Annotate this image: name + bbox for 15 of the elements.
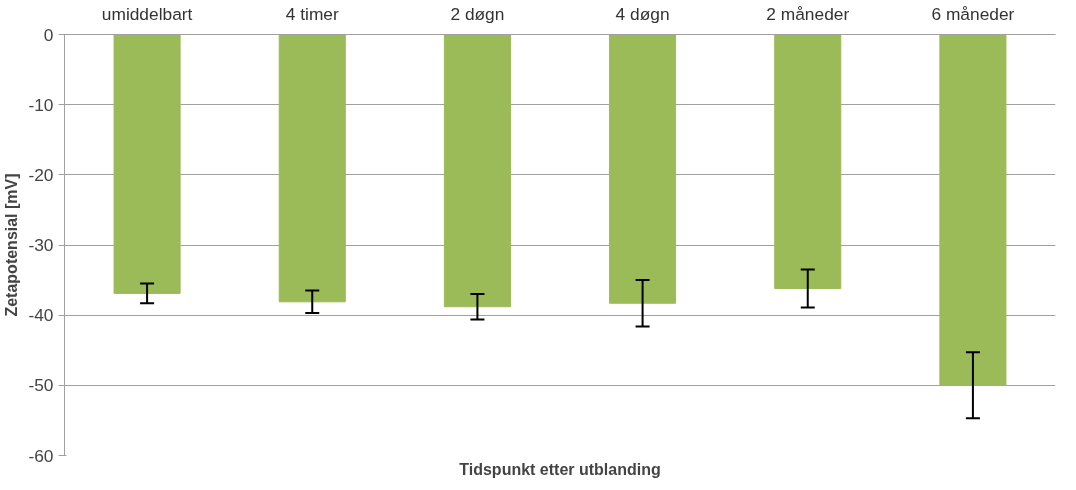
x-tick-label: umiddelbart xyxy=(101,3,193,24)
y-tick-label: -50 xyxy=(28,375,54,396)
x-tick-label: 2 døgn xyxy=(450,3,505,24)
y-tick-label: -60 xyxy=(28,445,54,466)
x-tick-label: 2 måneder xyxy=(766,3,850,24)
y-tick-label: 0 xyxy=(43,24,54,45)
x-tick-label: 6 måneder xyxy=(931,3,1015,24)
x-tick-label: 4 timer xyxy=(285,3,339,24)
y-tick-label: -10 xyxy=(28,94,54,115)
y-tick-label: -30 xyxy=(28,235,54,255)
x-tick-label: 4 døgn xyxy=(615,3,670,24)
x-axis-title: Tidspunkt etter utblanding xyxy=(459,460,661,478)
y-tick-label: -40 xyxy=(28,305,54,326)
y-tick-label: -20 xyxy=(28,164,54,185)
y-axis-title: Zetapotensial [mV] xyxy=(3,173,21,317)
